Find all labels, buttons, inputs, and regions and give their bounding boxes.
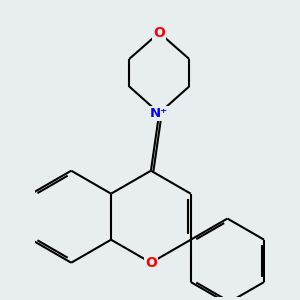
Text: O: O — [153, 26, 165, 40]
Text: N⁺: N⁺ — [150, 107, 168, 120]
Text: O: O — [145, 256, 157, 270]
